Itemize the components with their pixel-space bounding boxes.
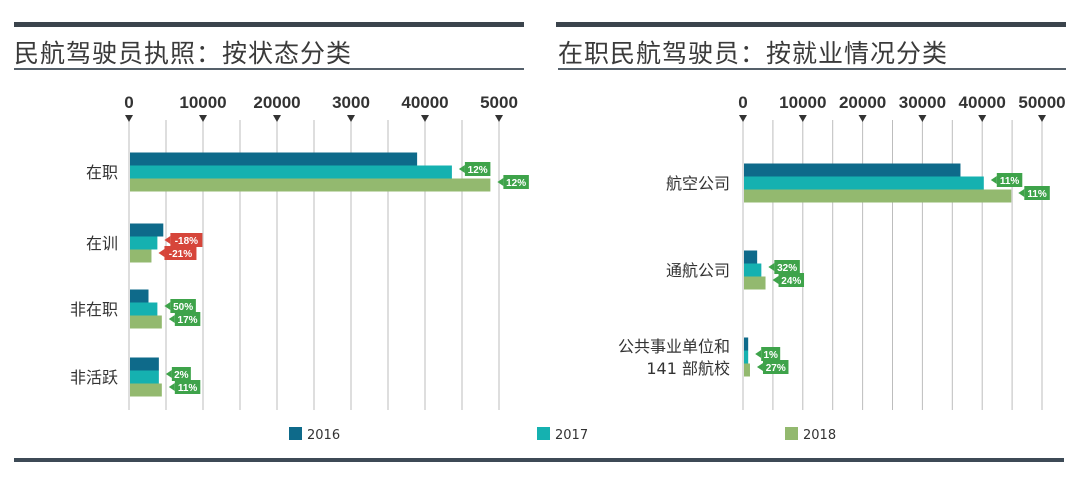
tick-marker-icon xyxy=(199,115,207,122)
change-badge: 32% xyxy=(768,260,800,274)
change-badge: 11% xyxy=(1018,186,1050,200)
change-badge: 1% xyxy=(755,347,781,361)
bar-2016 xyxy=(130,357,159,371)
tick-marker-icon xyxy=(798,115,807,122)
tick-marker-icon xyxy=(421,115,429,122)
bar-2016 xyxy=(744,163,961,177)
x-tick-label: 5000 xyxy=(480,93,518,112)
badge-label: -21% xyxy=(169,249,192,260)
category-label: 141 部航校 xyxy=(646,359,730,378)
bar-2016 xyxy=(130,223,164,237)
badge-label: 32% xyxy=(777,263,797,274)
bar-2018 xyxy=(130,383,162,397)
legend-swatch-2016 xyxy=(289,427,302,440)
x-tick-label: 0 xyxy=(124,93,133,112)
change-badge: 24% xyxy=(772,273,805,287)
bar-2018 xyxy=(744,276,766,290)
badge-label: 27% xyxy=(766,363,786,374)
badge-label: 11% xyxy=(1027,189,1047,200)
badge-label: 12% xyxy=(506,178,526,189)
bar-2018 xyxy=(130,315,162,329)
tick-marker-icon xyxy=(918,115,927,122)
x-tick-label: 50000 xyxy=(1018,93,1065,112)
change-badge: 12% xyxy=(458,162,491,176)
bar-2016 xyxy=(130,152,418,166)
badge-label: 50% xyxy=(173,302,193,313)
bar-2018 xyxy=(130,249,152,263)
tick-marker-icon xyxy=(1038,115,1046,122)
legend: 2016 2017 2018 xyxy=(289,427,836,443)
x-tick-label: 40000 xyxy=(401,93,448,112)
change-badge: 11% xyxy=(990,173,1023,187)
left-title-underline xyxy=(14,68,524,70)
change-badge: 2% xyxy=(165,367,191,381)
bar-2017 xyxy=(130,165,452,179)
bar-2017 xyxy=(130,370,159,384)
bar-2017 xyxy=(744,263,762,277)
x-tick-label: 10000 xyxy=(779,93,826,112)
badge-label: 12% xyxy=(468,165,488,176)
legend-swatch-2017 xyxy=(537,427,550,440)
left-top-rule xyxy=(14,22,524,27)
tick-marker-icon xyxy=(739,115,747,122)
category-label: 航空公司 xyxy=(666,174,730,193)
x-tick-label: 20000 xyxy=(839,93,886,112)
x-tick-label: 20000 xyxy=(253,93,300,112)
tick-marker-icon xyxy=(978,115,987,122)
bar-2016 xyxy=(744,337,749,351)
bar-2016 xyxy=(744,250,758,264)
change-badge: 17% xyxy=(168,312,201,326)
category-label: 公共事业单位和 xyxy=(618,337,730,356)
bar-2018 xyxy=(744,363,750,377)
bar-2018 xyxy=(130,178,491,192)
x-tick-label: 3000 xyxy=(332,93,370,112)
category-label: 在训 xyxy=(86,234,118,253)
badge-label: 24% xyxy=(781,276,801,287)
legend-label-2017: 2017 xyxy=(555,428,588,443)
badge-label: 11% xyxy=(178,383,198,394)
legend-label-2016: 2016 xyxy=(307,428,340,443)
change-badge: -18% xyxy=(164,233,203,247)
bar-2017 xyxy=(744,350,749,364)
category-label: 通航公司 xyxy=(666,261,730,280)
badge-label: -18% xyxy=(175,236,198,247)
category-label: 非活跃 xyxy=(70,368,118,387)
right-title-underline xyxy=(558,68,1066,70)
bar-2018 xyxy=(744,189,1012,203)
bar-2017 xyxy=(130,236,158,250)
x-tick-label: 10000 xyxy=(179,93,226,112)
right-top-rule xyxy=(556,22,1066,27)
tick-marker-icon xyxy=(858,115,867,122)
right-chart-title: 在职民航驾驶员：按就业情况分类 xyxy=(558,39,949,68)
tick-marker-icon xyxy=(273,115,281,122)
change-badge: 27% xyxy=(756,360,789,374)
bottom-rule xyxy=(14,458,1064,462)
x-tick-label: 40000 xyxy=(959,93,1006,112)
change-badge: -21% xyxy=(158,246,197,260)
change-badge: 50% xyxy=(164,299,196,313)
left-chart-title: 民航驾驶员执照：按状态分类 xyxy=(14,39,353,68)
category-label: 在职 xyxy=(86,163,118,182)
change-badge: 11% xyxy=(168,380,201,394)
bar-2017 xyxy=(744,176,984,190)
category-label: 非在职 xyxy=(70,300,118,319)
right-chart-plot: 0 10000 20000 30000 40000 50000 航空公司通航公司公共事业单位… xyxy=(618,93,1066,410)
badge-label: 17% xyxy=(178,315,198,326)
badge-label: 11% xyxy=(1000,176,1020,187)
x-tick-label: 0 xyxy=(738,93,747,112)
tick-marker-icon xyxy=(347,115,355,122)
badge-label: 1% xyxy=(763,350,778,361)
bar-2016 xyxy=(130,289,149,303)
legend-swatch-2018 xyxy=(785,427,798,440)
tick-marker-icon xyxy=(495,115,503,122)
bar-2017 xyxy=(130,302,158,316)
tick-marker-icon xyxy=(125,115,133,122)
legend-label-2018: 2018 xyxy=(803,428,836,443)
badge-label: 2% xyxy=(174,370,189,381)
x-tick-label: 30000 xyxy=(899,93,946,112)
change-badge: 12% xyxy=(497,175,529,189)
